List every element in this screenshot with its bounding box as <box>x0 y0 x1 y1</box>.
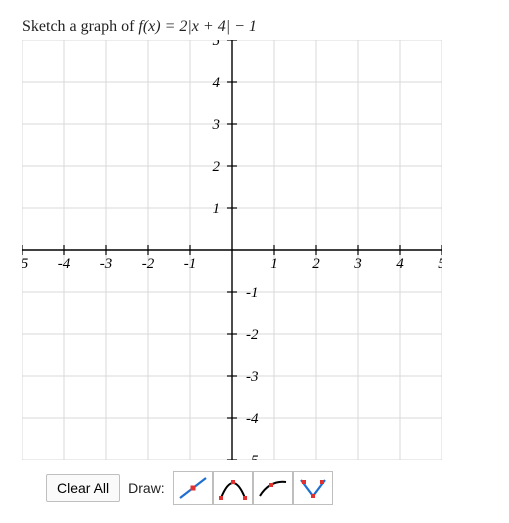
curve-tool[interactable] <box>253 471 293 505</box>
x-tick-label: -5 <box>22 256 29 272</box>
y-tick-label: 3 <box>212 117 221 133</box>
tools-container <box>173 471 333 505</box>
clear-all-button[interactable]: Clear All <box>46 474 120 502</box>
prompt-func-rhs: 2|x + 4| − 1 <box>179 18 257 35</box>
prompt-func-lhs: f(x) = <box>138 18 179 35</box>
x-tick-label: 4 <box>396 256 404 272</box>
x-tick-label: 1 <box>270 256 278 272</box>
y-tick-label: 2 <box>213 159 221 175</box>
y-tick-label: -5 <box>246 453 259 460</box>
y-tick-label: -3 <box>246 369 259 385</box>
draw-toolbar: Clear All Draw: <box>46 471 487 505</box>
cartesian-grid[interactable]: -5 -4 -3 -2 -1 1 2 3 4 5 -5 -4 -3 -2 -1 1 2 3 4 5 <box>22 40 442 460</box>
parabola-down-tool[interactable] <box>213 471 253 505</box>
x-tick-label: -3 <box>100 256 113 272</box>
y-tick-label: 4 <box>213 75 221 91</box>
graph-area[interactable]: -5 -4 -3 -2 -1 1 2 3 4 5 -5 -4 -3 -2 -1 1 2 3 4 5 <box>22 40 442 460</box>
line-tool[interactable] <box>173 471 213 505</box>
x-tick-label: -4 <box>58 256 71 272</box>
y-tick-label: -2 <box>246 327 259 343</box>
x-tick-label: 2 <box>312 256 320 272</box>
x-tick-label: 3 <box>353 256 362 272</box>
prompt-prefix: Sketch a graph of <box>22 18 138 35</box>
question-prompt: Sketch a graph of f(x) = 2|x + 4| − 1 <box>22 18 487 36</box>
x-tick-label: 5 <box>438 256 442 272</box>
draw-label: Draw: <box>128 480 165 496</box>
x-tick-label: -2 <box>142 256 155 272</box>
y-tick-label: 1 <box>213 201 221 217</box>
x-tick-label: -1 <box>184 256 197 272</box>
y-tick-label: -1 <box>246 285 259 301</box>
vshape-tool[interactable] <box>293 471 333 505</box>
y-tick-label: -4 <box>246 411 259 427</box>
y-tick-label: 5 <box>213 40 221 49</box>
